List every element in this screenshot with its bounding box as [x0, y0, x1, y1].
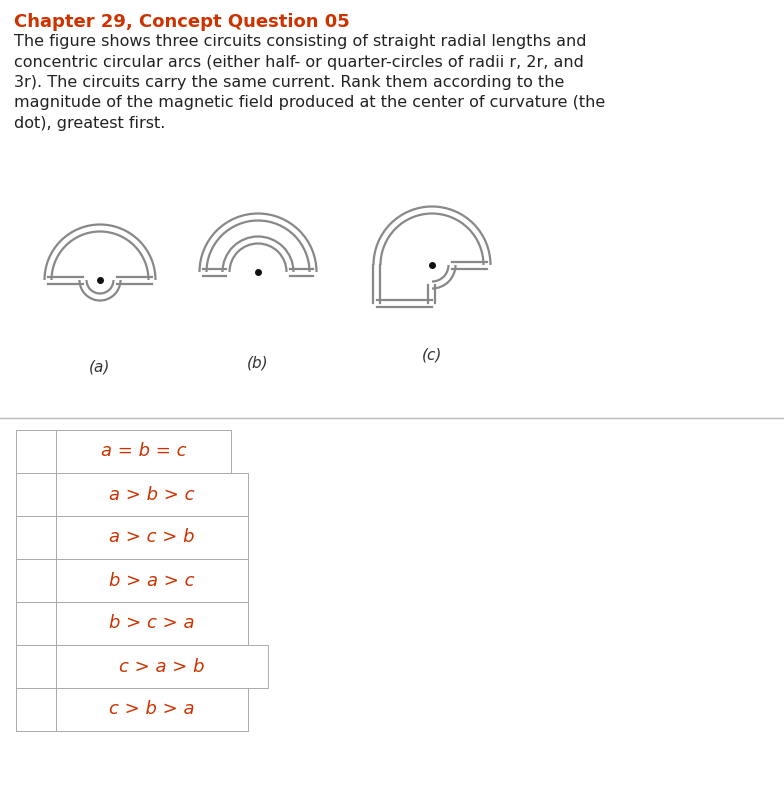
Text: a > c > b: a > c > b [109, 528, 194, 546]
Bar [16, 473, 56, 516]
Text: The figure shows three circuits consisting of straight radial lengths and: The figure shows three circuits consisti… [14, 34, 586, 49]
Text: (a): (a) [89, 360, 111, 375]
Bar [56, 559, 248, 602]
Bar [56, 473, 248, 516]
Text: 3r). The circuits carry the same current. Rank them according to the: 3r). The circuits carry the same current… [14, 75, 564, 90]
Text: a > b > c: a > b > c [109, 486, 194, 504]
Text: (c): (c) [422, 348, 442, 363]
Bar [56, 645, 268, 688]
Bar [56, 688, 248, 731]
Text: dot), greatest first.: dot), greatest first. [14, 116, 165, 131]
Text: c > b > a: c > b > a [109, 700, 194, 718]
Bar [16, 688, 56, 731]
Text: Chapter 29, Concept Question 05: Chapter 29, Concept Question 05 [14, 13, 350, 31]
Bar [56, 516, 248, 559]
Bar [56, 430, 231, 473]
Text: concentric circular arcs (either half- or quarter-circles of radii r, 2r, and: concentric circular arcs (either half- o… [14, 54, 584, 69]
Bar [16, 516, 56, 559]
Text: (b): (b) [247, 355, 269, 370]
Text: magnitude of the magnetic field produced at the center of curvature (the: magnitude of the magnetic field produced… [14, 96, 605, 111]
Text: b > c > a: b > c > a [109, 615, 194, 633]
Text: b > a > c: b > a > c [109, 571, 194, 590]
Bar [56, 602, 248, 645]
Bar [16, 645, 56, 688]
Bar [16, 602, 56, 645]
Text: a = b = c: a = b = c [101, 443, 187, 461]
Bar [16, 430, 56, 473]
Bar [16, 559, 56, 602]
Text: c > a > b: c > a > b [119, 658, 205, 675]
